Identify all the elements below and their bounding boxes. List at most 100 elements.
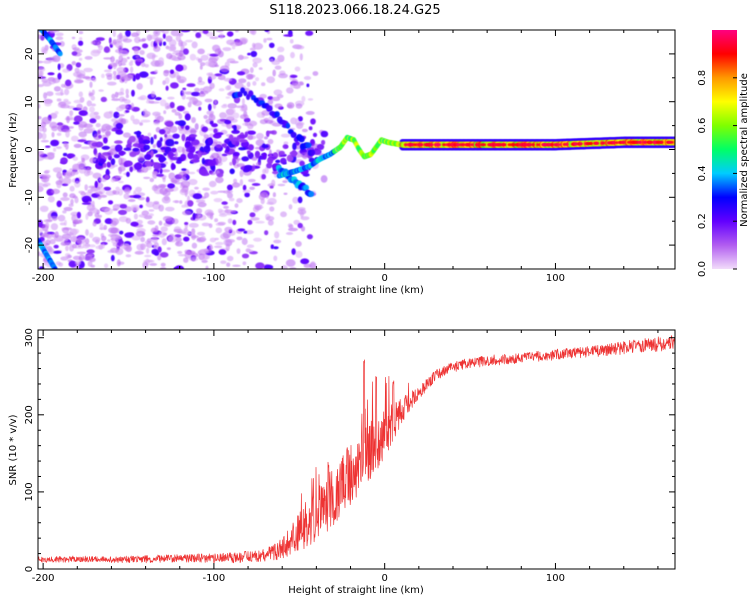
spectrogram-noise-cell [178, 39, 184, 47]
spectrogram-noise-cell [225, 208, 229, 213]
spectrogram-noise-cell [90, 188, 98, 193]
spectrogram-cluster-cell [265, 120, 274, 124]
spectrogram-cluster-cell [289, 151, 298, 156]
spectrogram-noise-cell [45, 169, 51, 173]
spectrogram-noise-cell [209, 237, 217, 243]
spectrogram-noise-cell [61, 83, 66, 88]
spectrogram-noise-cell [139, 122, 144, 126]
snr-ytick-label: 0 [24, 566, 35, 572]
spectrogram-noise-cell [119, 96, 125, 103]
spectrogram-noise-cell [263, 264, 274, 269]
spectrogram-noise-cell [82, 242, 90, 249]
spectrogram-noise-cell [209, 133, 214, 139]
spectrogram-noise-cell [164, 77, 170, 85]
spectrogram-noise-cell [43, 219, 53, 223]
spectrogram-noise-cell [236, 236, 243, 241]
spectrogram-noise-cell [223, 77, 233, 82]
spectrogram-noise-cell [125, 88, 129, 96]
spectrogram-noise-cell [146, 247, 150, 254]
spectrogram-noise-cell [181, 204, 186, 208]
spectrogram-noise-cell [91, 89, 95, 96]
spectrogram-noise-cell [86, 127, 96, 133]
spectrogram-noise-cell [116, 67, 126, 73]
spectrogram-noise-cell [110, 254, 115, 262]
spectrogram-noise-cell [85, 213, 89, 220]
spectrogram-noise-cell [103, 137, 108, 144]
spectrogram-noise-cell [92, 221, 97, 227]
spectrogram-noise-cell [194, 186, 199, 190]
spectrogram-noise-cell [56, 181, 62, 189]
spectrogram-noise-cell [73, 115, 83, 123]
spectrogram-cluster-cell [268, 149, 272, 157]
spectrogram-noise-cell [273, 246, 279, 250]
snr-xtick-label: -100 [203, 573, 226, 584]
spectrogram-noise-cell [57, 63, 61, 71]
colorbar-tick-label: 0.4 [697, 165, 708, 181]
spectrogram-noise-cell [277, 46, 285, 53]
snr-ylabel: SNR (10 * v/v) [8, 414, 19, 485]
spectrogram-noise-cell [190, 235, 199, 239]
spectrogram-noise-cell [223, 238, 233, 247]
spectrogram-noise-cell [110, 177, 116, 183]
spectrogram-noise-cell [202, 30, 209, 35]
spectrogram-noise-cell [69, 185, 75, 192]
spectrogram-trace-peak [437, 143, 441, 147]
spectrogram-noise-cell [74, 79, 84, 84]
spectrogram-noise-cell [248, 30, 255, 34]
spectrogram-noise-cell [95, 245, 102, 250]
spectrogram-noise-cell [180, 30, 191, 33]
snr-frame [37, 329, 676, 570]
spectrogram-noise-cell [71, 228, 80, 234]
spectrogram-cluster-cell [312, 132, 318, 138]
spectrogram-noise-cell [100, 96, 107, 102]
spectrogram-noise-cell [131, 89, 135, 97]
spectrogram-noise-cell [195, 32, 201, 38]
spectrogram-noise-cell [89, 112, 98, 119]
spectrogram-noise-cell [238, 78, 247, 84]
spectrogram-noise-cell [159, 99, 167, 107]
spectrogram-noise-cell [118, 180, 124, 184]
spectrogram-noise-cell [125, 94, 129, 99]
spectrogram-noise-cell [244, 192, 250, 198]
spectrogram-noise-cell [68, 203, 74, 207]
spectrogram-noise-cell [149, 78, 154, 86]
spectrogram-noise-cell [90, 95, 96, 101]
spectrogram-xtick-label: 0 [381, 273, 387, 284]
spectrogram-noise-cell [250, 217, 260, 221]
spectrogram-noise-cell [182, 229, 190, 236]
spectrogram-noise-cell [49, 238, 56, 245]
spectrogram-trace-peak [448, 143, 453, 147]
spectrogram-noise-cell [170, 30, 180, 37]
spectrogram-noise-cell [269, 185, 274, 189]
spectrogram-noise-cell [89, 257, 96, 263]
spectrogram-noise-cell [198, 92, 206, 97]
spectrogram-cluster-cell [123, 160, 133, 167]
spectrogram-noise-cell [68, 126, 74, 129]
spectrogram-noise-cell [139, 204, 143, 209]
spectrogram-noise-cell [113, 190, 120, 195]
spectrogram-noise-cell [226, 31, 234, 37]
spectrogram-noise-cell [62, 192, 68, 198]
spectrogram-noise-cell [113, 111, 120, 119]
spectrogram-cluster-cell [141, 139, 151, 144]
spectrogram-noise-cell [175, 241, 183, 247]
spectrogram-noise-cell [205, 265, 209, 269]
spectrogram-noise-cell [251, 183, 261, 186]
spectrogram-noise-cell [225, 243, 230, 251]
spectrogram-noise-cell [291, 78, 299, 86]
spectrogram-noise-cell [130, 60, 134, 63]
spectrogram-noise-cell [184, 189, 188, 197]
spectrogram-noise-cell [124, 246, 132, 252]
spectrogram-cluster-cell [173, 141, 179, 145]
spectrogram-noise-cell [221, 104, 228, 109]
spectrogram-cluster-cell [310, 118, 316, 125]
spectrogram-noise-cell [292, 196, 299, 204]
spectrogram-noise-cell [265, 194, 269, 199]
spectrogram-cluster-cell [104, 174, 110, 180]
spectrogram-noise-cell [162, 33, 166, 39]
spectrogram-noise-cell [41, 174, 51, 179]
spectrogram-noise-cell [139, 50, 145, 55]
spectrogram-cluster-cell [99, 158, 105, 164]
spectrogram-cluster-cell [126, 171, 130, 177]
spectrogram-noise-cell [225, 85, 231, 91]
